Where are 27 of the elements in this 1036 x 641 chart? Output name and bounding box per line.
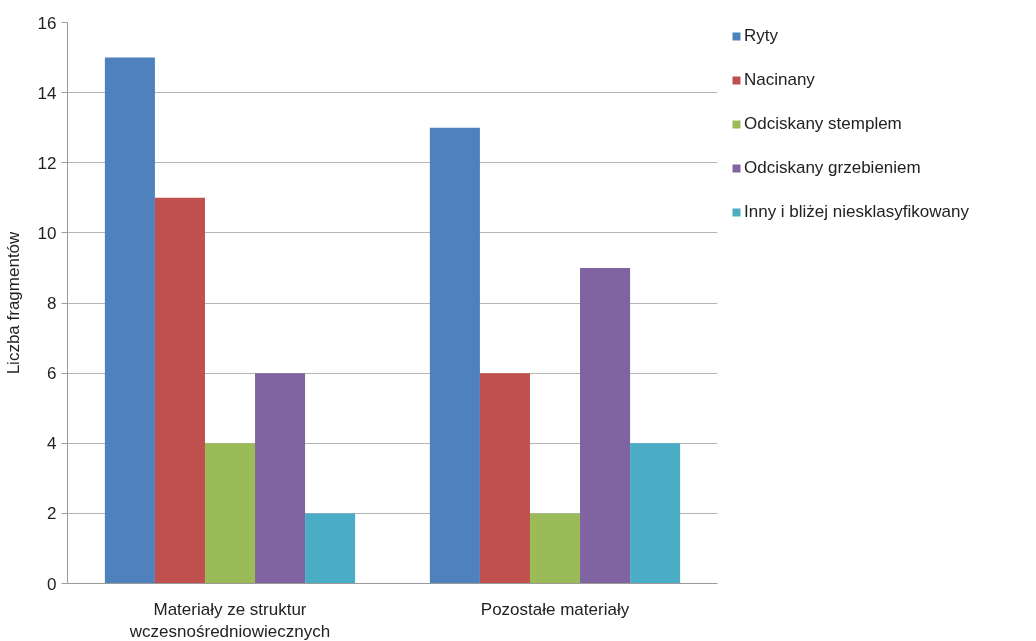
legend-label: Nacinany	[744, 70, 815, 90]
x-tick-label: Materiały ze struktur wczesnośredniowiecznych	[128, 599, 331, 641]
x-tick-label: Pozostałe materiały	[480, 599, 630, 619]
y-tick-label: 12	[37, 153, 57, 173]
legend-label: Odciskany grzebieniem	[744, 158, 921, 178]
y-tick-label: 0	[47, 574, 57, 594]
bar	[305, 513, 356, 584]
y-tick-label: 10	[37, 223, 57, 243]
y-tick-label: 14	[37, 83, 57, 103]
y-axis-title: Liczba fragmentów	[3, 230, 23, 375]
y-tick-label: 4	[47, 434, 57, 454]
bar	[529, 513, 581, 584]
y-tick-label: 6	[47, 364, 57, 384]
y-tick-label: 16	[37, 13, 57, 33]
bar	[204, 443, 256, 584]
y-tick-label: 2	[47, 504, 57, 524]
y-tick-label: 8	[47, 294, 57, 313]
bar	[255, 373, 306, 584]
bar	[154, 197, 205, 584]
bar	[104, 57, 155, 584]
bar	[580, 267, 631, 584]
bar	[429, 127, 480, 584]
bar	[630, 443, 681, 584]
legend-label: Ryty	[744, 26, 778, 46]
legend-label: Odciskany stemplem	[744, 114, 902, 134]
legend-label: Inny i bliżej niesklasyfikowany	[744, 202, 969, 222]
bar	[479, 373, 530, 584]
